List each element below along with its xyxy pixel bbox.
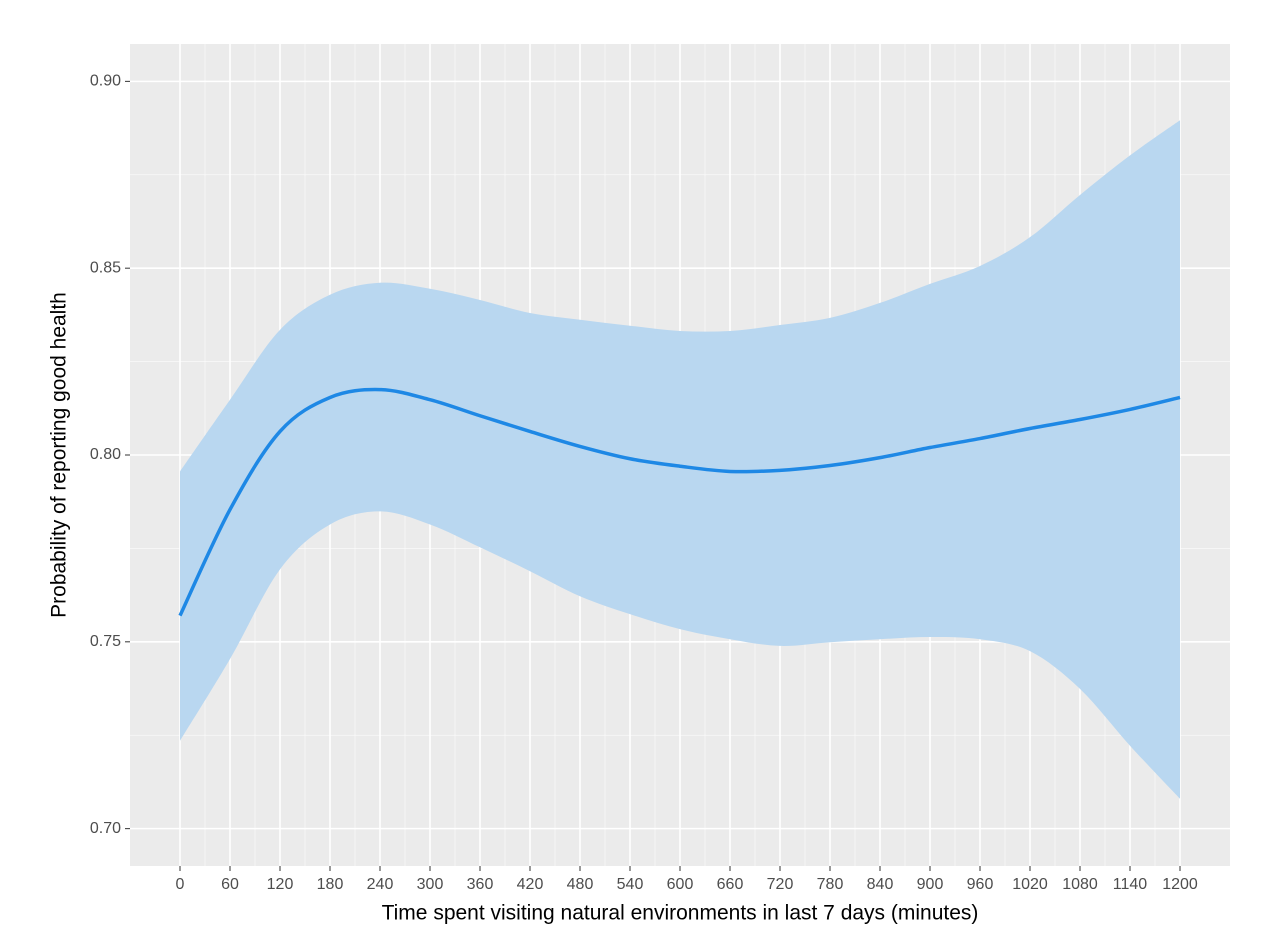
- x-tick-label: 900: [917, 876, 944, 893]
- x-tick-label: 600: [667, 876, 694, 893]
- x-tick-label: 420: [517, 876, 544, 893]
- y-tick-label: 0.80: [90, 446, 121, 463]
- x-tick-label: 960: [967, 876, 994, 893]
- x-tick-label: 660: [717, 876, 744, 893]
- y-tick-label: 0.90: [90, 73, 121, 90]
- x-tick-label: 840: [867, 876, 894, 893]
- x-tick-label: 0: [176, 876, 185, 893]
- x-tick-label: 1140: [1113, 876, 1148, 893]
- x-tick-label: 1200: [1162, 876, 1198, 893]
- x-tick-label: 1080: [1062, 876, 1098, 893]
- x-tick-label: 480: [567, 876, 594, 893]
- y-tick-label: 0.85: [90, 259, 121, 276]
- x-tick-label: 780: [817, 876, 844, 893]
- x-tick-label: 60: [221, 876, 239, 893]
- x-tick-label: 180: [317, 876, 344, 893]
- y-tick-label: 0.70: [90, 820, 121, 837]
- x-tick-label: 1020: [1012, 876, 1048, 893]
- x-tick-label: 540: [617, 876, 644, 893]
- y-tick-label: 0.75: [90, 633, 121, 650]
- line: [178, 387, 1181, 617]
- confidence-band: [180, 120, 1180, 799]
- x-tick-label: 720: [767, 876, 794, 893]
- x-tick-label: 240: [367, 876, 394, 893]
- x-tick-label: 120: [267, 876, 294, 893]
- y-axis-title: Probability of reporting good health: [48, 292, 71, 618]
- x-tick-label: 300: [417, 876, 444, 893]
- plot: [178, 120, 1181, 799]
- x-tick-label: 360: [467, 876, 494, 893]
- x-axis-title: Time spent visiting natural environments…: [382, 902, 979, 925]
